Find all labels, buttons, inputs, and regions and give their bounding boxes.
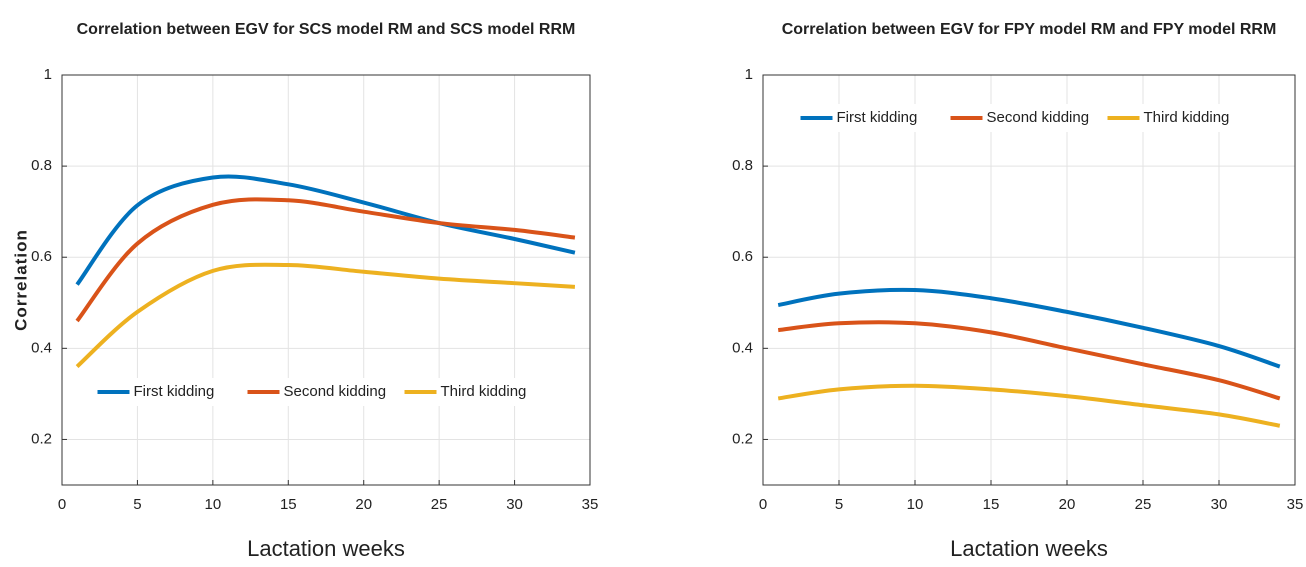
legend-label: Second kidding [987,109,1090,126]
legend-label: Third kidding [441,383,527,400]
y-tick-label: 0.6 [732,248,753,265]
x-tick-label: 20 [355,496,372,513]
legend-label: Third kidding [1144,109,1230,126]
data-line [777,383,1281,428]
legend-label: First kidding [837,109,918,126]
chart-title: Correlation between EGV for FPY model RM… [782,21,1277,38]
x-tick-label: 30 [506,496,523,513]
data-line [75,197,576,323]
data-line [777,287,1281,369]
data-line [777,320,1281,401]
x-axis-label: Lactation weeks [950,536,1108,561]
axes-box [61,74,591,486]
chart-title: Correlation between EGV for SCS model RM… [77,21,576,38]
y-tick-label: 0.8 [732,157,753,174]
x-tick-label: 35 [1287,496,1304,513]
x-tick-label: 5 [133,496,141,513]
y-axis-label: Correlation [11,229,30,331]
x-tick-label: 15 [280,496,297,513]
y-tick-label: 1 [745,66,753,83]
x-tick-label: 25 [1135,496,1152,513]
x-tick-label: 10 [205,496,222,513]
x-tick-label: 0 [759,496,767,513]
axes-box [762,74,1296,486]
x-tick-label: 5 [835,496,843,513]
x-tick-label: 30 [1211,496,1228,513]
legend-label: Second kidding [284,383,387,400]
x-tick-label: 15 [983,496,1000,513]
plot-area [763,75,1295,485]
legend-box [795,104,1263,132]
y-tick-label: 0.2 [732,430,753,447]
x-tick-label: 20 [1059,496,1076,513]
x-tick-label: 10 [907,496,924,513]
x-tick-label: 25 [431,496,448,513]
y-tick-label: 0.4 [732,339,753,356]
legend-box [92,378,560,406]
y-tick-label: 1 [44,66,52,83]
y-tick-label: 0.6 [31,248,52,265]
y-tick-label: 0.2 [31,430,52,447]
data-line [75,262,576,369]
plot-area [62,75,590,485]
y-tick-label: 0.8 [31,157,52,174]
x-tick-label: 0 [58,496,66,513]
x-axis-label: Lactation weeks [247,536,405,561]
x-tick-label: 35 [582,496,599,513]
y-tick-label: 0.4 [31,339,52,356]
data-line [75,174,576,286]
legend-label: First kidding [134,383,215,400]
